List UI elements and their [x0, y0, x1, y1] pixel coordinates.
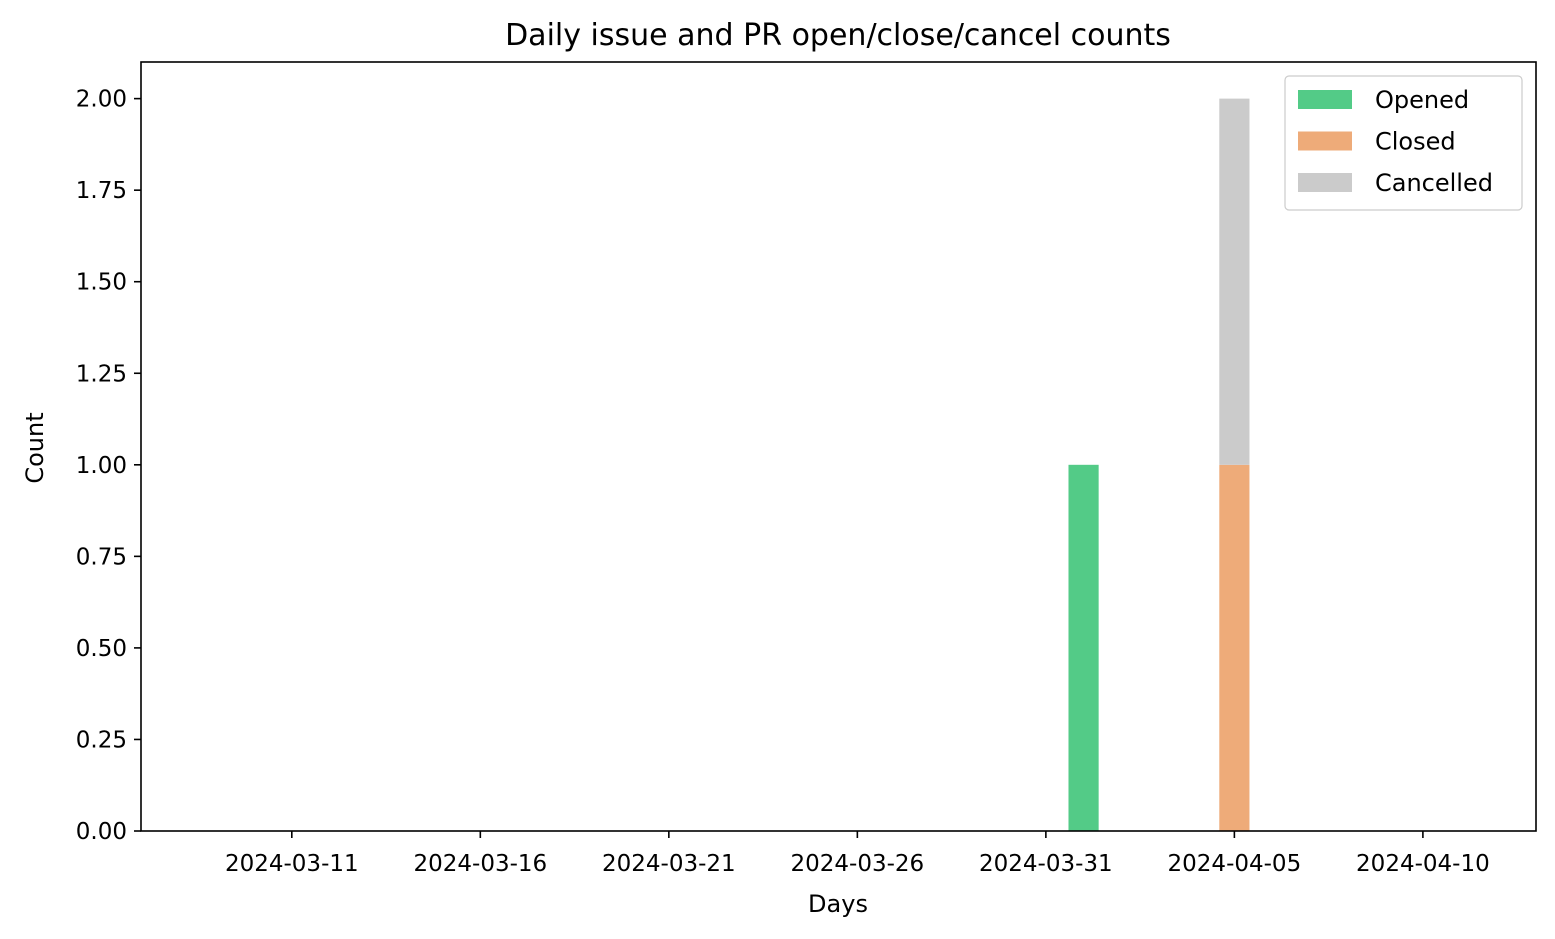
y-tick-label: 1.50 — [76, 270, 127, 296]
y-tick-label: 1.25 — [76, 361, 127, 387]
bar-cancelled-2024-04-05 — [1219, 98, 1250, 465]
bar-closed-2024-04-05 — [1219, 464, 1250, 831]
legend-label-opened: Opened — [1375, 86, 1469, 114]
x-tick-label: 2024-04-05 — [1168, 851, 1302, 877]
y-tick-label: 0.25 — [76, 727, 127, 753]
bar-opened-2024-04-01 — [1068, 464, 1099, 831]
y-tick-label: 1.00 — [76, 453, 127, 479]
legend-swatch-opened — [1298, 90, 1352, 109]
x-tick-label: 2024-04-10 — [1356, 851, 1490, 877]
legend-label-closed: Closed — [1375, 128, 1456, 156]
chart-title: Daily issue and PR open/close/cancel cou… — [505, 18, 1171, 53]
plot-frame — [140, 61, 1537, 832]
x-ticks: 2024-03-11 2024-03-16 2024-03-21 2024-03-26… — [225, 831, 1490, 877]
x-tick-label: 2024-03-16 — [413, 851, 547, 877]
y-tick-label: 0.50 — [76, 636, 127, 662]
legend-swatch-closed — [1298, 131, 1352, 151]
x-tick-label: 2024-03-31 — [979, 851, 1113, 877]
bars-layer — [1068, 98, 1250, 831]
x-tick-label: 2024-03-26 — [791, 851, 925, 877]
x-axis-label: Days — [808, 890, 868, 918]
x-tick-label: 2024-03-11 — [225, 851, 359, 877]
legend-items: Opened Closed Cancelled — [1298, 86, 1493, 197]
y-tick-label: 0.75 — [76, 544, 127, 570]
y-axis-label: Count — [21, 412, 49, 483]
legend-label-cancelled: Cancelled — [1375, 169, 1493, 197]
y-tick-label: 2.00 — [76, 87, 127, 113]
legend: Opened Closed Cancelled — [1284, 75, 1523, 211]
legend-swatch-cancelled — [1298, 173, 1352, 192]
y-tick-label: 0.00 — [76, 819, 127, 845]
y-tick-label: 1.75 — [76, 178, 127, 204]
x-tick-label: 2024-03-21 — [602, 851, 736, 877]
y-ticks: 0.00 0.25 0.50 0.75 1.00 1.25 1.50 1.75 2.00 — [76, 87, 141, 845]
